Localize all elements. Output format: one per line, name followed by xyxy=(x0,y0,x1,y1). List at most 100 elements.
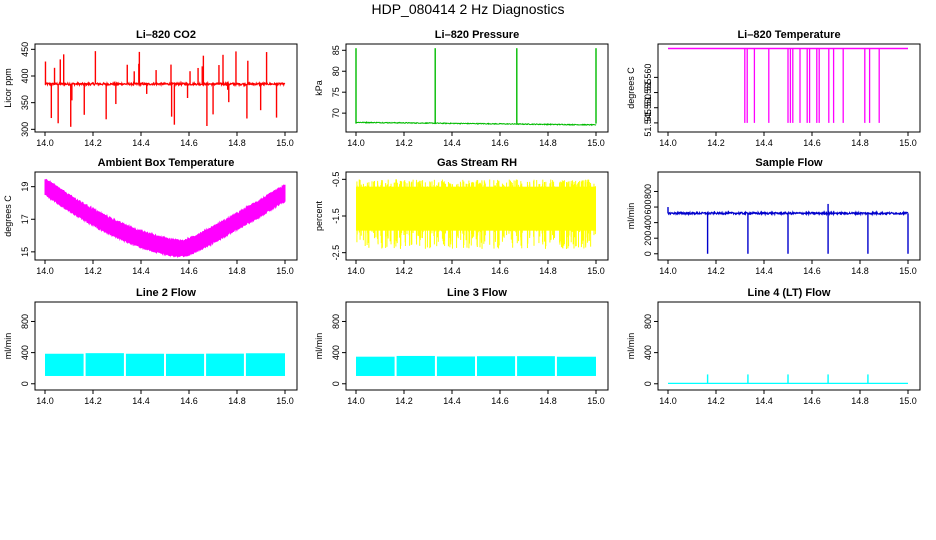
panel-5: Gas Stream RH 14.0 14.2 14.4 14.6 14.8 15.0 -2.… xyxy=(314,157,609,276)
x-tick-label: 14.6 xyxy=(180,396,198,406)
series-line xyxy=(667,210,909,217)
panel-title: Line 3 Flow xyxy=(447,287,507,299)
x-tick-label: 14.0 xyxy=(347,396,365,406)
x-tick-label: 14.2 xyxy=(707,138,725,148)
x-tick-label: 14.6 xyxy=(180,138,198,148)
panel-title: Li–820 Temperature xyxy=(737,29,840,41)
y-tick-label: 70 xyxy=(331,108,341,118)
y-tick-label: 0 xyxy=(20,381,30,386)
y-tick-label: 800 xyxy=(331,314,341,329)
plot-frame xyxy=(345,301,609,391)
series-line xyxy=(355,121,597,127)
series-band xyxy=(45,353,84,376)
panel-4: Ambient Box Temperature 14.0 14.2 14.4 14.6 1… xyxy=(3,157,298,276)
panel-title: Gas Stream RH xyxy=(437,157,517,169)
panel-3: Li–820 Temperature 14.0 14.2 14.4 14.6 14.8 15… xyxy=(626,29,921,148)
panel-title: Li–820 Pressure xyxy=(435,29,519,41)
y-tick-label: 800 xyxy=(643,184,653,199)
panel-title: Line 4 (LT) Flow xyxy=(748,287,831,299)
x-tick-label: 14.8 xyxy=(851,138,869,148)
plot-frame xyxy=(657,301,921,391)
x-tick-label: 15.0 xyxy=(899,396,917,406)
y-tick-label: 400 xyxy=(643,345,653,360)
y-axis-label: ml/min xyxy=(626,333,636,360)
panel-2: Li–820 Pressure 14.0 14.2 14.4 14.6 14.8 15.0 7… xyxy=(314,29,609,148)
x-tick-label: 14.0 xyxy=(36,138,54,148)
y-tick-label: 15 xyxy=(20,247,30,257)
y-tick-label: 51.555 xyxy=(643,79,653,107)
y-tick-label: 800 xyxy=(20,314,30,329)
y-tick-label: 75 xyxy=(331,87,341,97)
plot-frame xyxy=(657,171,921,261)
panel-title: Ambient Box Temperature xyxy=(98,157,235,169)
x-tick-label: 14.4 xyxy=(443,266,461,276)
y-tick-label: 0 xyxy=(643,381,653,386)
series-band xyxy=(517,356,555,376)
x-tick-label: 14.2 xyxy=(84,396,102,406)
panels: Li–820 CO2 14.0 14.2 14.4 14.6 14.8 15.0 300 350… xyxy=(3,29,921,406)
y-tick-label: 800 xyxy=(643,314,653,329)
x-tick-label: 14.2 xyxy=(395,396,413,406)
x-tick-label: 14.2 xyxy=(395,138,413,148)
series-band xyxy=(166,353,205,376)
y-tick-label: 400 xyxy=(20,68,30,83)
series-band xyxy=(206,353,244,376)
y-axis-label: percent xyxy=(314,200,324,231)
series-band xyxy=(477,356,516,376)
x-tick-label: 15.0 xyxy=(899,138,917,148)
y-axis-label: degrees C xyxy=(626,67,636,109)
panel-8: Line 3 Flow 14.0 14.2 14.4 14.6 14.8 15.0 0 400 8… xyxy=(314,287,609,406)
y-tick-label: 300 xyxy=(20,122,30,137)
x-tick-label: 14.4 xyxy=(443,396,461,406)
series-band xyxy=(125,353,164,376)
y-axis-label: ml/min xyxy=(626,203,636,230)
y-tick-label: 400 xyxy=(20,345,30,360)
x-tick-label: 14.0 xyxy=(347,266,365,276)
panel-1: Li–820 CO2 14.0 14.2 14.4 14.6 14.8 15.0 300 350… xyxy=(3,29,298,148)
y-tick-label: 17 xyxy=(20,214,30,224)
y-axis-label: degrees C xyxy=(3,195,13,237)
y-tick-label: 0 xyxy=(331,381,341,386)
plot-frame xyxy=(657,43,921,133)
x-tick-label: 14.2 xyxy=(707,396,725,406)
x-tick-label: 15.0 xyxy=(587,396,605,406)
y-tick-label: 0 xyxy=(643,251,653,256)
x-tick-label: 14.8 xyxy=(539,138,557,148)
x-tick-label: 14.4 xyxy=(755,266,773,276)
y-tick-label: -1.5 xyxy=(331,208,341,224)
x-tick-label: 14.8 xyxy=(228,396,246,406)
figure-title: HDP_080414 2 Hz Diagnostics xyxy=(372,1,565,17)
x-tick-label: 14.0 xyxy=(659,266,677,276)
x-tick-label: 14.6 xyxy=(491,138,509,148)
y-axis-label: ml/min xyxy=(314,333,324,360)
x-tick-label: 14.2 xyxy=(395,266,413,276)
x-tick-label: 14.6 xyxy=(491,266,509,276)
y-tick-label: 600 xyxy=(643,200,653,215)
x-tick-label: 14.4 xyxy=(132,396,150,406)
x-tick-label: 14.2 xyxy=(84,138,102,148)
x-tick-label: 14.6 xyxy=(491,396,509,406)
x-tick-label: 14.8 xyxy=(851,396,869,406)
y-tick-label: 80 xyxy=(331,66,341,76)
y-tick-label: 51.550 xyxy=(643,94,653,122)
x-tick-label: 14.2 xyxy=(84,266,102,276)
y-tick-label: 51.560 xyxy=(643,64,653,92)
x-tick-label: 14.4 xyxy=(443,138,461,148)
panel-title: Line 2 Flow xyxy=(136,287,196,299)
x-tick-label: 14.2 xyxy=(707,266,725,276)
x-tick-label: 14.6 xyxy=(180,266,198,276)
x-tick-label: 14.6 xyxy=(803,138,821,148)
plot-frame xyxy=(34,171,298,261)
x-tick-label: 14.8 xyxy=(851,266,869,276)
y-tick-label: 400 xyxy=(331,345,341,360)
plot-frame xyxy=(34,301,298,391)
series-band xyxy=(356,356,395,376)
x-tick-label: 15.0 xyxy=(587,266,605,276)
x-tick-label: 14.4 xyxy=(132,138,150,148)
x-tick-label: 15.0 xyxy=(899,266,917,276)
x-tick-label: 14.6 xyxy=(803,266,821,276)
series-band xyxy=(556,356,596,376)
x-tick-label: 14.0 xyxy=(659,396,677,406)
panel-9: Line 4 (LT) Flow 14.0 14.2 14.4 14.6 14.8 15.0… xyxy=(626,287,921,406)
